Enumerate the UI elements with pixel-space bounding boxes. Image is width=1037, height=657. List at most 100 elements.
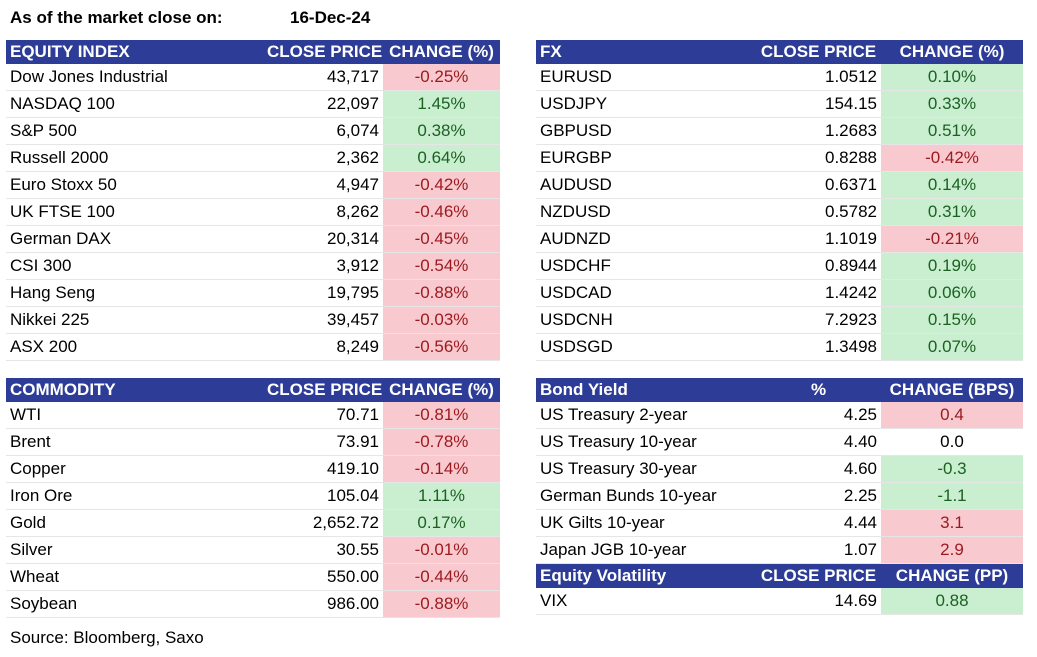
row-name: AUDUSD <box>536 171 756 199</box>
row-close-value: 8,249 <box>263 333 383 361</box>
bond-table-body: US Treasury 2-year 4.25 0.4 US Treasury 10-… <box>536 402 1023 564</box>
row-name: UK Gilts 10-year <box>536 509 756 537</box>
row-name: US Treasury 2-year <box>536 402 756 429</box>
bond-yield-table: Bond Yield % CHANGE (BPS) US Treasury 2-… <box>536 378 1023 615</box>
row-change-value: 3.1 <box>881 509 1023 537</box>
table-row: USDCAD 1.4242 0.06% <box>536 279 1023 307</box>
row-name: VIX <box>536 588 756 615</box>
row-name: Wheat <box>6 563 263 591</box>
row-change-value: -0.25% <box>383 64 500 91</box>
equity-table-body: Dow Jones Industrial 43,717 -0.25% NASDAQ 1… <box>6 64 500 361</box>
row-close-value: 4.60 <box>756 455 881 483</box>
row-change-value: -0.88% <box>383 590 500 618</box>
row-name: Euro Stoxx 50 <box>6 171 263 199</box>
source-note: Source: Bloomberg, Saxo <box>10 628 204 647</box>
commodity-table-body: WTI 70.71 -0.81% Brent 73.91 -0.78% Copper 419.… <box>6 402 500 618</box>
fx-col-name: FX <box>536 40 756 64</box>
row-close-value: 7.2923 <box>756 306 881 334</box>
table-row: German DAX 20,314 -0.45% <box>6 225 500 253</box>
row-change-value: -0.88% <box>383 279 500 307</box>
row-name: Hang Seng <box>6 279 263 307</box>
table-row: Dow Jones Industrial 43,717 -0.25% <box>6 64 500 91</box>
volatility-col-name: Equity Volatility <box>536 563 756 588</box>
row-change-value: 0.14% <box>881 171 1023 199</box>
table-row: NASDAQ 100 22,097 1.45% <box>6 90 500 118</box>
row-name: CSI 300 <box>6 252 263 280</box>
row-change-value: -0.81% <box>383 402 500 429</box>
row-close-value: 22,097 <box>263 90 383 118</box>
row-name: Silver <box>6 536 263 564</box>
table-row: Russell 2000 2,362 0.64% <box>6 144 500 172</box>
fx-col-close: CLOSE PRICE <box>756 40 881 64</box>
row-name: Iron Ore <box>6 482 263 510</box>
row-change-value: -0.56% <box>383 333 500 361</box>
table-row: UK FTSE 100 8,262 -0.46% <box>6 198 500 226</box>
equity-col-name: EQUITY INDEX <box>6 40 263 64</box>
row-change-value: -0.21% <box>881 225 1023 253</box>
table-row: Hang Seng 19,795 -0.88% <box>6 279 500 307</box>
row-close-value: 105.04 <box>263 482 383 510</box>
row-close-value: 30.55 <box>263 536 383 564</box>
table-row: Euro Stoxx 50 4,947 -0.42% <box>6 171 500 199</box>
fx-table-body: EURUSD 1.0512 0.10% USDJPY 154.15 0.33% GBPUSD… <box>536 64 1023 361</box>
row-name: Russell 2000 <box>6 144 263 172</box>
volatility-col-close: CLOSE PRICE <box>756 563 881 588</box>
table-row: Japan JGB 10-year 1.07 2.9 <box>536 536 1023 564</box>
table-row: USDCHF 0.8944 0.19% <box>536 252 1023 280</box>
commodity-col-close: CLOSE PRICE <box>263 378 383 402</box>
row-close-value: 2.25 <box>756 482 881 510</box>
row-close-value: 0.5782 <box>756 198 881 226</box>
row-close-value: 4.44 <box>756 509 881 537</box>
row-close-value: 14.69 <box>756 588 881 615</box>
row-close-value: 0.8288 <box>756 144 881 172</box>
table-row: AUDUSD 0.6371 0.14% <box>536 171 1023 199</box>
row-change-value: -0.44% <box>383 563 500 591</box>
table-row: Gold 2,652.72 0.17% <box>6 509 500 537</box>
row-close-value: 39,457 <box>263 306 383 334</box>
row-change-value: 0.0 <box>881 428 1023 456</box>
row-change-value: 0.33% <box>881 90 1023 118</box>
row-change-value: -1.1 <box>881 482 1023 510</box>
row-name: GBPUSD <box>536 117 756 145</box>
row-change-value: 0.10% <box>881 64 1023 91</box>
market-close-label: As of the market close on: <box>10 8 223 27</box>
row-close-value: 3,912 <box>263 252 383 280</box>
table-row: CSI 300 3,912 -0.54% <box>6 252 500 280</box>
row-close-value: 2,362 <box>263 144 383 172</box>
row-close-value: 70.71 <box>263 402 383 429</box>
fx-table: FX CLOSE PRICE CHANGE (%) EURUSD 1.0512 0.… <box>536 40 1023 361</box>
table-row: GBPUSD 1.2683 0.51% <box>536 117 1023 145</box>
row-change-value: 0.06% <box>881 279 1023 307</box>
row-name: USDCHF <box>536 252 756 280</box>
row-change-value: 0.19% <box>881 252 1023 280</box>
table-row: EURGBP 0.8288 -0.42% <box>536 144 1023 172</box>
row-close-value: 154.15 <box>756 90 881 118</box>
table-row: Nikkei 225 39,457 -0.03% <box>6 306 500 334</box>
row-close-value: 0.6371 <box>756 171 881 199</box>
row-name: WTI <box>6 402 263 429</box>
row-name: Gold <box>6 509 263 537</box>
commodity-col-name: COMMODITY <box>6 378 263 402</box>
row-name: Dow Jones Industrial <box>6 64 263 91</box>
row-close-value: 4.25 <box>756 402 881 429</box>
row-close-value: 1.3498 <box>756 333 881 361</box>
volatility-table-body: VIX 14.69 0.88 <box>536 588 1023 615</box>
row-name: USDJPY <box>536 90 756 118</box>
row-change-value: 0.4 <box>881 402 1023 429</box>
table-row: WTI 70.71 -0.81% <box>6 402 500 429</box>
row-close-value: 1.4242 <box>756 279 881 307</box>
row-name: S&P 500 <box>6 117 263 145</box>
row-change-value: 0.17% <box>383 509 500 537</box>
row-close-value: 19,795 <box>263 279 383 307</box>
row-close-value: 20,314 <box>263 225 383 253</box>
row-change-value: 0.31% <box>881 198 1023 226</box>
row-change-value: 0.88 <box>881 588 1023 615</box>
table-row: EURUSD 1.0512 0.10% <box>536 64 1023 91</box>
row-close-value: 986.00 <box>263 590 383 618</box>
table-row: Soybean 986.00 -0.88% <box>6 590 500 618</box>
row-change-value: -0.46% <box>383 198 500 226</box>
row-change-value: 1.11% <box>383 482 500 510</box>
table-row: VIX 14.69 0.88 <box>536 588 1023 615</box>
commodity-table: COMMODITY CLOSE PRICE CHANGE (%) WTI 70.7… <box>6 378 500 618</box>
table-row: NZDUSD 0.5782 0.31% <box>536 198 1023 226</box>
